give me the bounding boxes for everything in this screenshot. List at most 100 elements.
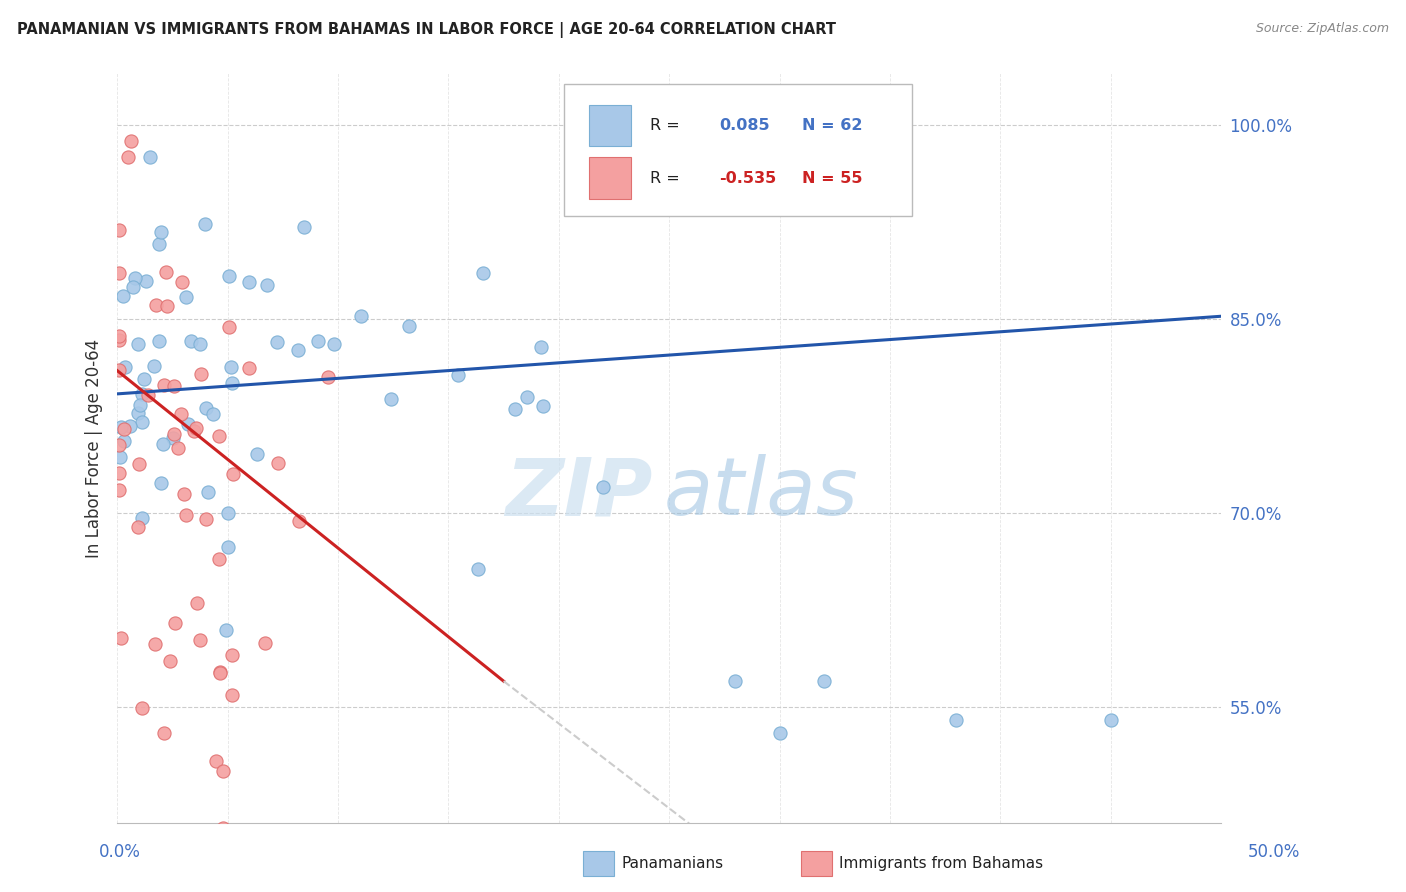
Point <box>209 666 232 681</box>
Text: N = 62: N = 62 <box>801 118 862 133</box>
Point <box>254 636 277 650</box>
Point <box>170 407 193 421</box>
Point <box>127 406 149 420</box>
Bar <box>589 105 630 146</box>
Text: 0.085: 0.085 <box>718 118 769 133</box>
Point <box>110 420 132 434</box>
Point <box>131 386 153 401</box>
Point <box>127 520 149 534</box>
Point <box>813 674 835 689</box>
Point <box>217 540 239 554</box>
Point <box>218 268 240 283</box>
Point <box>215 623 238 637</box>
Point <box>221 688 243 702</box>
Point <box>120 134 142 148</box>
Point <box>350 310 373 324</box>
Point <box>156 299 179 313</box>
Point <box>152 378 174 392</box>
Point <box>184 421 207 435</box>
Point <box>128 398 150 412</box>
Text: 50.0%: 50.0% <box>1249 843 1301 861</box>
Point <box>180 334 202 348</box>
Point <box>190 367 212 381</box>
Point <box>194 217 217 231</box>
Point <box>471 266 494 280</box>
Point <box>188 336 211 351</box>
Point <box>153 725 176 739</box>
Point <box>287 343 309 358</box>
Point <box>118 419 141 434</box>
Y-axis label: In Labor Force | Age 20-64: In Labor Force | Age 20-64 <box>86 339 103 558</box>
Point <box>238 275 260 289</box>
Text: ZIP: ZIP <box>505 454 652 533</box>
Point <box>159 655 181 669</box>
Text: R =: R = <box>651 170 681 186</box>
Point <box>183 425 205 439</box>
Point <box>398 318 420 333</box>
Point <box>150 476 173 491</box>
Point <box>110 631 132 645</box>
Point <box>316 370 339 384</box>
Text: 0.0%: 0.0% <box>98 843 141 861</box>
Text: atlas: atlas <box>664 454 859 533</box>
Point <box>380 392 402 406</box>
Point <box>219 360 242 375</box>
Point <box>139 150 162 164</box>
Point <box>292 219 315 234</box>
Point <box>945 713 967 727</box>
Point <box>127 337 149 351</box>
Text: PANAMANIAN VS IMMIGRANTS FROM BAHAMAS IN LABOR FORCE | AGE 20-64 CORRELATION CHA: PANAMANIAN VS IMMIGRANTS FROM BAHAMAS IN… <box>17 22 837 38</box>
Point <box>136 388 159 402</box>
Point <box>108 466 131 480</box>
Point <box>108 450 131 465</box>
Point <box>256 278 278 293</box>
Point <box>188 633 211 648</box>
Point <box>447 368 470 383</box>
Point <box>371 868 394 882</box>
Point <box>208 429 231 443</box>
Point <box>162 431 184 445</box>
Point <box>221 376 243 390</box>
Point <box>221 648 243 662</box>
Point <box>134 372 156 386</box>
Point <box>467 562 489 576</box>
Point <box>592 480 614 494</box>
Point <box>148 237 170 252</box>
Point <box>145 298 167 312</box>
Point <box>246 447 269 461</box>
Point <box>108 223 131 237</box>
Point <box>267 456 290 470</box>
Point <box>202 407 225 421</box>
Point <box>111 289 134 303</box>
Point <box>768 726 790 740</box>
Point <box>124 271 146 285</box>
Point <box>131 415 153 429</box>
FancyBboxPatch shape <box>564 84 912 216</box>
Point <box>288 514 311 528</box>
Point <box>131 510 153 524</box>
Point <box>163 427 186 442</box>
Point <box>108 266 131 280</box>
Point <box>128 457 150 471</box>
Point <box>155 264 177 278</box>
Point <box>503 402 526 417</box>
Point <box>217 506 239 520</box>
Point <box>323 336 346 351</box>
Text: N = 55: N = 55 <box>801 170 862 186</box>
Point <box>174 290 197 304</box>
Point <box>148 334 170 348</box>
Point <box>112 422 135 436</box>
Text: Immigrants from Bahamas: Immigrants from Bahamas <box>839 856 1043 871</box>
Text: -0.535: -0.535 <box>718 170 776 186</box>
Point <box>266 335 288 350</box>
Point <box>515 390 537 404</box>
Point <box>208 552 231 566</box>
Point <box>114 359 136 374</box>
Point <box>108 333 131 347</box>
Point <box>238 361 260 376</box>
Point <box>173 486 195 500</box>
Point <box>108 362 131 376</box>
Point <box>176 417 198 432</box>
Point <box>197 484 219 499</box>
Point <box>163 616 186 631</box>
